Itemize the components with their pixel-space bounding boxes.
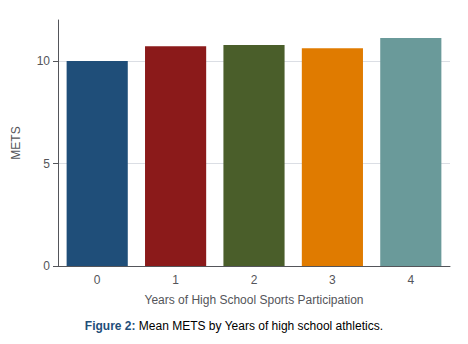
svg-text:2: 2 xyxy=(251,273,258,287)
svg-text:0: 0 xyxy=(94,273,101,287)
svg-text:Years of High School Sports Pa: Years of High School Sports Participatio… xyxy=(144,293,363,307)
svg-text:5: 5 xyxy=(43,157,50,171)
svg-text:10: 10 xyxy=(37,54,51,68)
svg-text:1: 1 xyxy=(172,273,179,287)
svg-text:3: 3 xyxy=(329,273,336,287)
svg-text:Figure 2:: Figure 2: xyxy=(85,319,136,333)
svg-text:METS: METS xyxy=(9,126,23,159)
svg-text:4: 4 xyxy=(407,273,414,287)
svg-text:0: 0 xyxy=(43,259,50,273)
svg-text:Mean METS by Years of high sch: Mean METS by Years of high school athlet… xyxy=(135,319,382,333)
